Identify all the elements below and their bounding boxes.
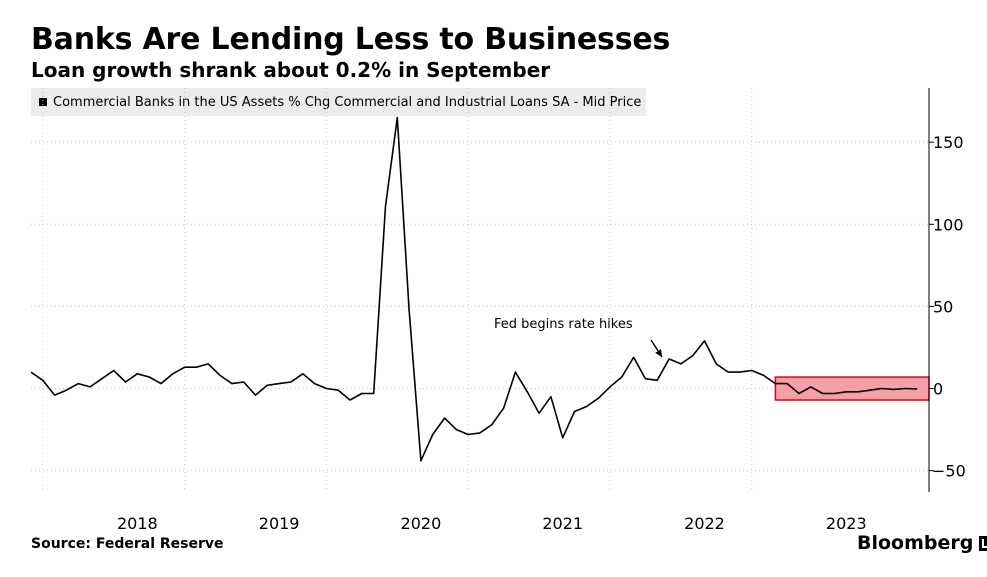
y-tick-label: 150	[933, 133, 964, 152]
brand-name: Bloomberg	[857, 532, 974, 554]
x-tick-label: 2020	[401, 514, 442, 533]
y-tick-label: 0	[933, 380, 943, 399]
x-tick-label: 2022	[684, 514, 725, 533]
x-tick-label: 2023	[826, 514, 867, 533]
terminal-icon	[979, 535, 987, 551]
annotation-text: Fed begins rate hikes	[494, 317, 633, 332]
source-note: Source: Federal Reserve	[31, 536, 224, 552]
chart-title: Banks Are Lending Less to Businesses	[31, 22, 671, 57]
x-tick-label: 2021	[542, 514, 583, 533]
series-line	[30, 116, 918, 462]
legend-label: Commercial Banks in the US Assets % Chg …	[53, 94, 642, 110]
chart-subtitle: Loan growth shrank about 0.2% in Septemb…	[31, 58, 551, 82]
brand-logo: Bloomberg	[857, 532, 987, 554]
y-tick-label: 100	[933, 215, 964, 234]
x-tick-label: 2018	[117, 514, 158, 533]
x-tick-label: 2019	[259, 514, 300, 533]
legend: Commercial Banks in the US Assets % Chg …	[31, 88, 646, 116]
y-tick-label: −50	[932, 462, 966, 481]
y-tick-label: 50	[933, 297, 953, 316]
legend-swatch	[39, 98, 47, 106]
arrowhead	[655, 349, 663, 357]
